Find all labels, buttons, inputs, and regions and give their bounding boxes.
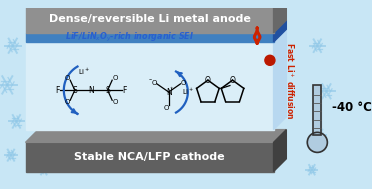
Text: Fast Li$^+$ diffusion: Fast Li$^+$ diffusion	[284, 43, 296, 120]
Text: Li$^+$: Li$^+$	[183, 87, 195, 97]
Text: N: N	[166, 88, 171, 97]
Circle shape	[265, 55, 275, 65]
Text: O: O	[112, 75, 118, 81]
Polygon shape	[26, 0, 286, 6]
Text: $^+$: $^+$	[169, 86, 174, 91]
Text: LiF/LiN$_x$O$_y$-rich inorganic SEI: LiF/LiN$_x$O$_y$-rich inorganic SEI	[65, 31, 194, 44]
Text: S: S	[73, 86, 77, 95]
Text: Li$^+$: Li$^+$	[78, 67, 90, 77]
Polygon shape	[273, 20, 286, 42]
Polygon shape	[26, 6, 273, 33]
Bar	[313, 85, 321, 135]
Polygon shape	[273, 29, 286, 130]
Text: O: O	[230, 76, 235, 85]
Circle shape	[307, 132, 327, 152]
Text: Stable NCA/LFP cathode: Stable NCA/LFP cathode	[74, 152, 225, 162]
Text: O: O	[65, 99, 70, 105]
Polygon shape	[273, 130, 286, 172]
Polygon shape	[273, 0, 286, 33]
Polygon shape	[26, 142, 273, 172]
Text: O: O	[180, 80, 186, 86]
Text: O: O	[112, 99, 118, 105]
Text: O: O	[163, 105, 169, 111]
Text: O: O	[151, 80, 157, 86]
Text: Dense/reversible Li metal anode: Dense/reversible Li metal anode	[49, 14, 250, 24]
Text: S: S	[105, 86, 110, 95]
Polygon shape	[26, 130, 286, 142]
Polygon shape	[26, 33, 273, 42]
Text: F: F	[123, 86, 127, 95]
Text: O: O	[205, 76, 211, 85]
Text: O: O	[65, 75, 70, 81]
Polygon shape	[26, 42, 273, 130]
Text: -40 °C: -40 °C	[332, 101, 372, 114]
Text: F: F	[55, 86, 60, 95]
Text: $^-$: $^-$	[148, 78, 153, 83]
Bar	[313, 85, 321, 135]
Text: N: N	[88, 86, 94, 95]
